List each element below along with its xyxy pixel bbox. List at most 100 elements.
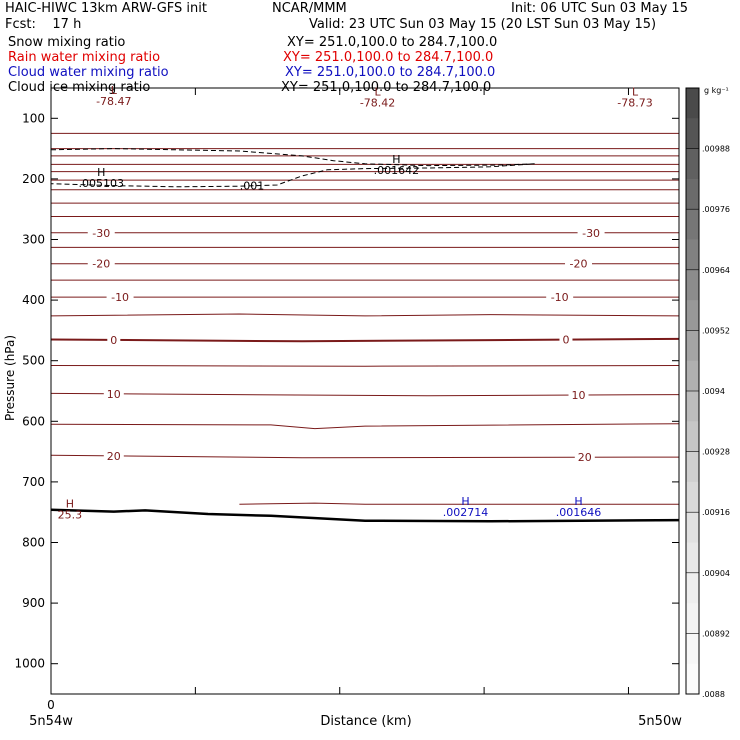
ice-contour-label: .001 [240,180,265,193]
extremum-letter: L [374,85,381,98]
colorbar-swatch [686,421,699,453]
colorbar-label: .00928 [702,448,730,457]
temperature-contour [50,365,680,367]
colorbar-label: .0094 [702,387,725,396]
temperature-contour [239,502,679,505]
model-title: HAIC-HIWC 13km ARW-GFS init [5,1,207,16]
colorbar-label: .00976 [702,205,730,214]
contour-label-bg [565,257,593,270]
contour-label: -20 [92,258,110,271]
colorbar: .00988 .00976 .00964 .00952 .0094 .00928 .0091… [685,87,730,699]
field-xy-cloud-water: XY= 251.0,100.0 to 284.7,100.0 [285,65,496,80]
colorbar-label: .00964 [702,266,730,275]
colorbar-swatch [686,148,699,180]
contour-label: 10 [107,388,121,401]
extrema-markers: L-78.47L-78.42L-78.73H.005103H.001642H25… [58,84,653,521]
extremum-value: -78.47 [96,95,131,108]
contour-label: 10 [572,389,586,402]
y-tick-label: 900 [22,596,45,610]
colorbar-swatch [686,481,699,513]
extremum-letter: L [111,84,118,97]
y-tick-label: 200 [22,172,45,186]
contour-label: 20 [107,450,121,463]
y-tick-label: 800 [22,536,45,550]
extremum-letter: H [574,495,582,508]
y-tick-label: 1000 [14,657,45,671]
colorbar-swatch [686,239,699,271]
colorbar-swatch [686,633,699,665]
x-end-label-right: 5n50w [638,714,682,729]
contour-label: 20 [578,451,592,464]
ice-contour [50,148,535,188]
field-xy-snow: XY= 251.0,100.0 to 284.7,100.0 [287,35,498,50]
contour-label-bg [87,226,115,239]
contour-label: -30 [582,227,600,240]
init-time: Init: 06 UTC Sun 03 May 15 [511,1,688,16]
contour-label-bg [103,449,124,462]
temperature-contour [50,423,680,430]
temperature-contour [50,337,680,343]
contour-label-bg [106,291,134,304]
extremum-value: .001642 [374,164,420,177]
contour-label: -10 [111,291,129,304]
extremum-letter: H [66,497,74,510]
colorbar-swatch [686,360,699,392]
extremum-letter: H [392,153,400,166]
valid-time: Valid: 23 UTC Sun 03 May 15 (20 LST Sun … [309,17,657,32]
colorbar-label: .0088 [702,690,725,699]
extremum-letter: L [632,85,639,98]
temperature-contour [50,392,680,397]
y-tick-label: 500 [22,354,45,368]
contour-label: -20 [570,258,588,271]
colorbar-swatch [686,269,699,301]
extremum-letter: H [97,166,105,179]
colorbar-label: .00892 [702,629,730,638]
extremum-value: 25.3 [58,508,83,521]
colorbar-swatch [686,209,699,240]
field-xy-rain: XY= 251.0,100.0 to 284.7,100.0 [283,50,494,65]
extremum-letter: H [461,495,469,508]
contour-label: 0 [562,334,569,347]
surface-group [50,508,680,523]
colorbar-swatch [686,178,699,210]
contour-label-bg [574,451,595,464]
y-tick-label: 600 [22,414,45,428]
colorbar-swatch [686,300,699,331]
colorbar-swatch [686,572,699,604]
x-tick-label-zero: 0 [47,698,55,712]
extremum-value: .002714 [443,506,489,519]
colorbar-swatch [686,118,699,150]
extremum-value: -78.42 [360,96,395,109]
colorbar-swatch [686,512,699,543]
temperature-contour [50,454,680,459]
colorbar-swatch [686,451,699,483]
surface-line [50,508,680,523]
y-tick-label: 400 [22,293,45,307]
colorbar-swatch [686,663,699,695]
y-tick-label: 100 [22,111,45,125]
x-end-label-left: 5n54w [29,714,73,729]
y-tick-label: 300 [22,233,45,247]
temperature-contour [50,313,680,317]
contour-labels: -30 -30 -20 -20 -10 -10 0 0 10 10 20 20 [87,226,605,464]
contour-label-bg [568,389,589,402]
contour-label-bg [577,226,605,239]
colorbar-swatch [686,391,699,422]
contour-label: 0 [110,334,117,347]
colorbar-label: .00904 [702,569,730,578]
ice-contour-group: .001 [50,148,535,193]
plot-frame [50,87,680,695]
colorbar-label: .00916 [702,508,730,517]
field-name-snow: Snow mixing ratio [8,35,126,50]
y-axis-label: Pressure (hPa) [3,335,17,421]
colorbar-unit: g kg⁻¹ [704,86,729,95]
contour-label-bg [87,257,115,270]
temperature-contours [50,132,680,505]
colorbar-swatch [686,542,699,574]
forecast-hour: Fcst: 17 h [5,17,82,32]
colorbar-label: .00988 [702,145,730,154]
extremum-value: -78.73 [617,96,652,109]
